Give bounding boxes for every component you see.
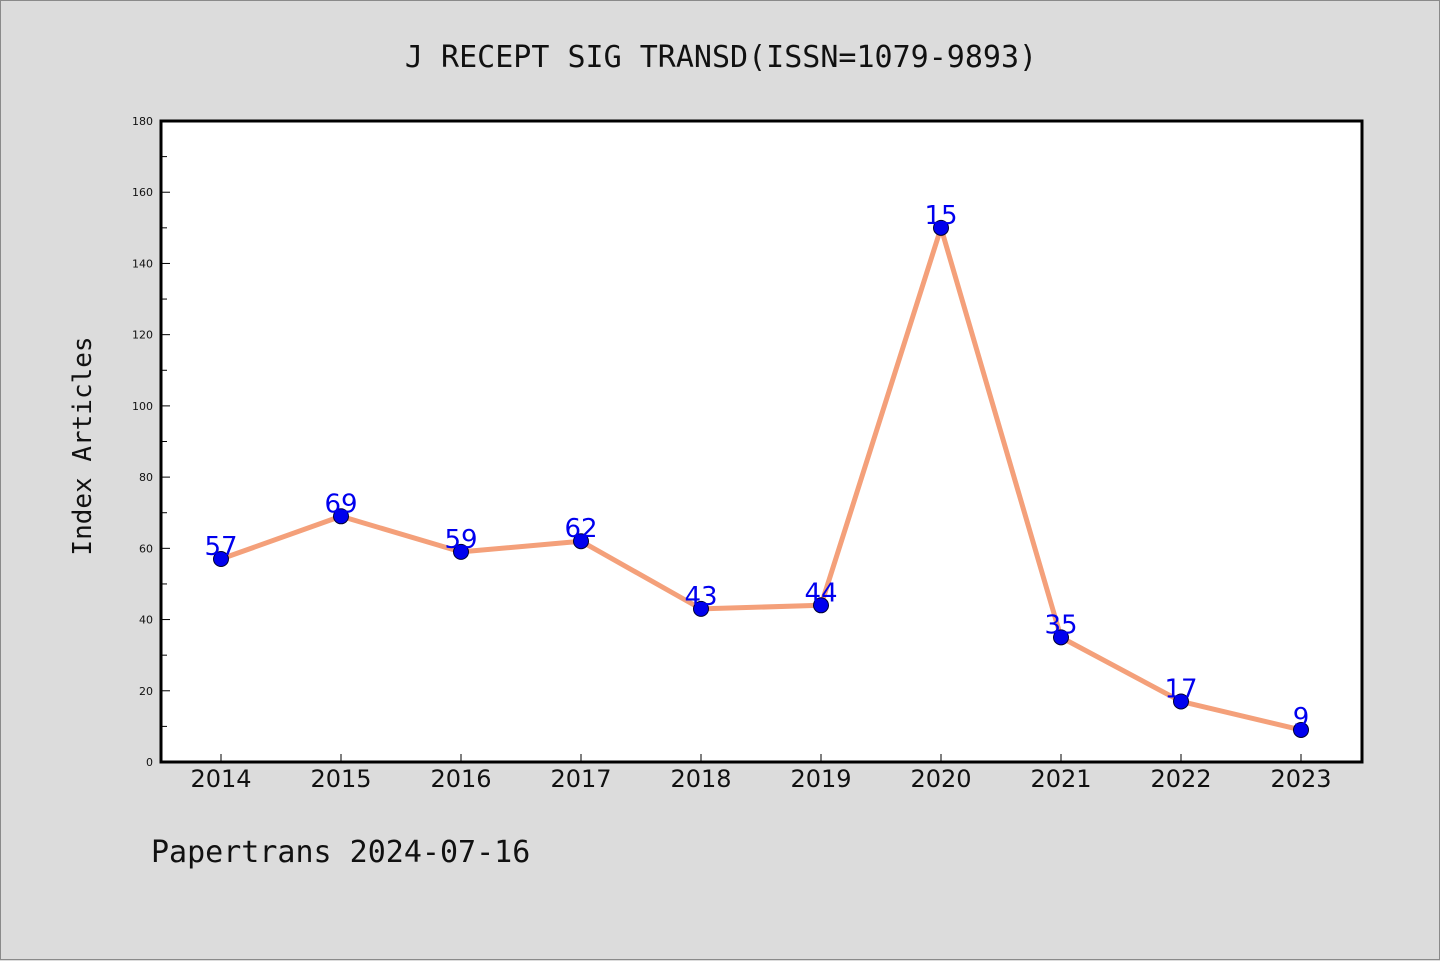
data-label: 69 bbox=[324, 489, 357, 519]
x-tick-label: 2017 bbox=[550, 765, 611, 793]
data-point bbox=[693, 600, 709, 617]
x-tick-label: 2018 bbox=[670, 765, 731, 793]
data-label: 62 bbox=[564, 514, 597, 544]
data-point bbox=[933, 219, 949, 236]
y-axis: 0 20 40 60 80 100 120 140 160 180 bbox=[132, 115, 170, 769]
data-point bbox=[333, 508, 349, 525]
data-point bbox=[1053, 629, 1069, 646]
data-label: 57 bbox=[204, 532, 237, 562]
y-tick-label: 100 bbox=[132, 400, 153, 413]
plot-area bbox=[159, 119, 1364, 764]
x-tick-label: 2014 bbox=[190, 765, 251, 793]
x-axis: 2014 2015 2016 2017 2018 2019 2020 2021 2022 2023 bbox=[190, 754, 1332, 793]
data-point bbox=[213, 551, 229, 568]
x-tick-label: 2015 bbox=[310, 765, 371, 793]
y-tick-label: 20 bbox=[139, 685, 153, 698]
data-point bbox=[813, 597, 829, 614]
data-label: 44 bbox=[804, 578, 837, 608]
x-tick-label: 2022 bbox=[1150, 765, 1211, 793]
series-line bbox=[218, 225, 1304, 733]
data-label: 59 bbox=[444, 525, 477, 555]
data-label: 17 bbox=[1164, 674, 1197, 704]
data-point bbox=[1293, 721, 1309, 738]
chart-title: J RECEPT SIG TRANSD(ISSN=1079-9893) bbox=[405, 40, 1037, 75]
data-point bbox=[453, 543, 469, 560]
x-tick-label: 2016 bbox=[430, 765, 491, 793]
y-axis-label: Index Articles bbox=[68, 336, 98, 555]
data-label: 35 bbox=[1044, 610, 1077, 640]
series-layer: 57 69 59 62 43 44 15 35 17 9 bbox=[204, 201, 1309, 738]
footer-text: Papertrans 2024-07-16 bbox=[151, 835, 531, 870]
x-tick-label: 2020 bbox=[910, 765, 971, 793]
y-tick-label: 40 bbox=[139, 614, 153, 627]
y-tick-label: 160 bbox=[132, 186, 153, 199]
y-tick-label: 0 bbox=[146, 756, 153, 769]
x-tick-label: 2021 bbox=[1030, 765, 1091, 793]
y-tick-label: 80 bbox=[139, 471, 153, 484]
y-tick-label: 140 bbox=[132, 257, 153, 270]
y-tick-label: 180 bbox=[132, 115, 153, 128]
data-label: 15 bbox=[924, 201, 957, 231]
data-point bbox=[1173, 693, 1189, 710]
y-tick-label: 60 bbox=[139, 542, 153, 555]
y-tick-label: 120 bbox=[132, 329, 153, 342]
data-point bbox=[573, 533, 589, 550]
x-tick-label: 2019 bbox=[790, 765, 851, 793]
data-label: 9 bbox=[1293, 703, 1310, 733]
data-label: 43 bbox=[684, 582, 717, 612]
x-tick-label: 2023 bbox=[1270, 765, 1331, 793]
